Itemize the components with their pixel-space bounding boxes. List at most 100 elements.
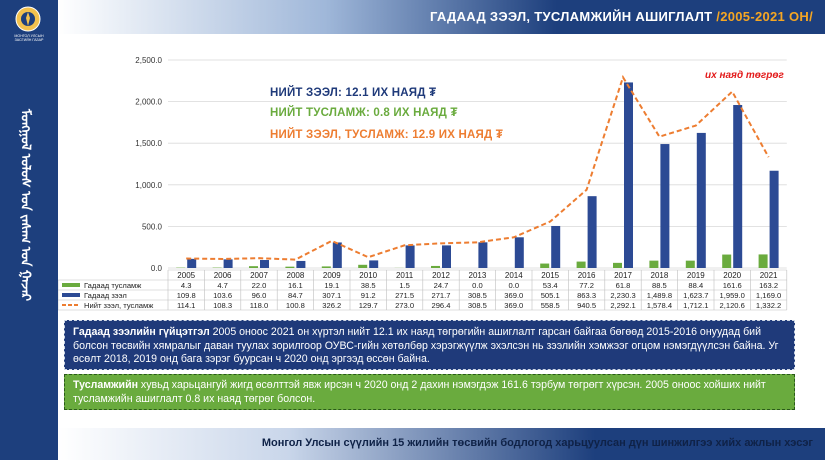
aid-summary-box: Тусламжийн хувьд харьцангуй жигд өсөлттэ… <box>64 374 795 410</box>
header-bar: ГАДААД ЗЭЭЛ, ТУСЛАМЖИЙН АШИГЛАЛТ /2005-2… <box>58 0 825 34</box>
data-label: 326.2 <box>322 301 341 310</box>
bar-loan <box>478 242 488 268</box>
legend-label: Нийт зээл, тусламж <box>84 301 154 310</box>
bar-loan <box>769 170 779 268</box>
bar-aid <box>613 262 622 268</box>
data-label: 163.2 <box>759 281 778 290</box>
data-label: 1,332.2 <box>756 301 781 310</box>
x-tick-label: 2008 <box>287 271 305 280</box>
data-label: 103.6 <box>213 291 232 300</box>
bar-aid <box>685 260 695 268</box>
total-loan-aid-annotation: НИЙТ ЗЭЭЛ, ТУСЛАМЖ: 12.9 ИХ НАЯД ₮ <box>270 129 504 141</box>
x-tick-label: 2010 <box>359 271 377 280</box>
bar-loan <box>223 259 233 268</box>
x-tick-label: 2019 <box>687 271 705 280</box>
data-label: 940.5 <box>577 301 596 310</box>
data-label: 91.2 <box>361 291 376 300</box>
data-label: 4.7 <box>217 281 228 290</box>
x-tick-label: 2006 <box>214 271 232 280</box>
data-label: 308.5 <box>468 291 487 300</box>
x-tick-label: 2005 <box>177 271 195 280</box>
bar-aid <box>249 266 258 268</box>
data-label: 22.0 <box>252 281 267 290</box>
bar-aid <box>722 254 732 268</box>
loan-aid-chart: 0.0 500.0 1,000.0 1,500.0 2,000.0 2,500.0 2005… <box>58 56 788 311</box>
data-label: 296.4 <box>431 301 450 310</box>
bar-loan <box>442 245 451 268</box>
x-tick-label: 2011 <box>396 271 414 280</box>
data-label: 308.5 <box>468 301 487 310</box>
page-title: ГАДААД ЗЭЭЛ, ТУСЛАМЖИЙН АШИГЛАЛТ /2005-2… <box>430 9 813 24</box>
data-label: 558.5 <box>541 301 560 310</box>
bar-loan <box>733 105 743 268</box>
data-label: 61.8 <box>616 281 631 290</box>
data-label: 307.1 <box>322 291 341 300</box>
bar-loan <box>624 82 633 268</box>
data-label: 88.4 <box>688 281 703 290</box>
data-label: 369.0 <box>504 291 523 300</box>
legend-label: Гадаад тусламж <box>84 281 142 290</box>
unit-note: их наяд төгрөг <box>705 70 784 81</box>
data-label: 1,489.8 <box>647 291 672 300</box>
data-label: 273.0 <box>395 301 414 310</box>
data-label: 108.3 <box>213 301 232 310</box>
bar-aid <box>758 254 768 268</box>
bar-aid <box>285 266 295 268</box>
y-tick-label: 2,500.0 <box>135 56 162 65</box>
data-label: 19.1 <box>324 281 339 290</box>
bar-loan <box>332 242 342 268</box>
bar-aid <box>649 260 659 268</box>
x-tick-label: 2012 <box>432 271 450 280</box>
bar-loan <box>187 258 197 268</box>
bar-aid <box>358 264 368 268</box>
bar-aid <box>431 265 440 268</box>
y-tick-label: 500.0 <box>142 222 163 231</box>
line-total <box>186 74 770 261</box>
data-label: 77.2 <box>579 281 594 290</box>
legend-label: Гадаад зээл <box>84 291 127 300</box>
data-label: 505.1 <box>541 291 560 300</box>
x-tick-label: 2013 <box>469 271 487 280</box>
bar-loan <box>369 260 379 268</box>
data-label: 2,120.6 <box>720 301 745 310</box>
x-tick-label: 2017 <box>614 271 632 280</box>
data-label: 161.6 <box>723 281 742 290</box>
data-label: 109.8 <box>177 291 196 300</box>
x-tick-label: 2021 <box>760 271 778 280</box>
data-label: 1.5 <box>399 281 410 290</box>
data-label: 53.4 <box>543 281 558 290</box>
bar-loan <box>260 260 269 268</box>
data-label: 114.1 <box>177 301 195 310</box>
data-label: 1,169.0 <box>756 291 781 300</box>
data-label: 38.5 <box>361 281 376 290</box>
state-emblem-icon <box>15 6 41 32</box>
data-label: 1,959.0 <box>720 291 745 300</box>
y-tick-label: 2,000.0 <box>135 98 162 107</box>
data-label: 88.5 <box>652 281 667 290</box>
bar-aid <box>540 263 550 268</box>
x-tick-label: 2015 <box>541 271 559 280</box>
total-aid-annotation: НИЙТ ТУСЛАМЖ: 0.8 ИХ НАЯД ₮ <box>270 107 458 119</box>
sidebar: МОНГОЛ УЛСЫН ЗАСГИЙН ГАЗАР ᠮᠣᠩᠭᠣᠯ ᠤᠯᠤᠰ ᠤ… <box>0 0 58 460</box>
footer-bar: Монгол Улсын сүүлийн 15 жилийн төсвийн б… <box>58 428 825 460</box>
legend-key <box>62 283 80 287</box>
data-label: 118.0 <box>250 301 268 310</box>
x-tick-label: 2007 <box>250 271 268 280</box>
data-label: 1,623.7 <box>683 291 708 300</box>
data-label: 100.8 <box>286 301 305 310</box>
data-label: 271.7 <box>431 291 450 300</box>
bar-loan <box>551 225 561 268</box>
footer-text: Монгол Улсын сүүлийн 15 жилийн төсвийн б… <box>261 437 813 449</box>
bar-loan <box>696 132 706 268</box>
bar-loan <box>296 260 306 268</box>
data-label: 24.7 <box>434 281 449 290</box>
bar-loan <box>587 196 597 268</box>
x-tick-label: 2020 <box>723 271 741 280</box>
total-loan-annotation: НИЙТ ЗЭЭЛ: 12.1 ИХ НАЯД ₮ <box>270 87 437 99</box>
x-tick-label: 2016 <box>578 271 596 280</box>
data-label: 2,230.3 <box>610 291 635 300</box>
data-label: 2,292.1 <box>610 301 635 310</box>
data-label: 129.7 <box>359 301 378 310</box>
y-tick-label: 1,000.0 <box>135 181 162 190</box>
data-label: 0.0 <box>472 281 483 290</box>
